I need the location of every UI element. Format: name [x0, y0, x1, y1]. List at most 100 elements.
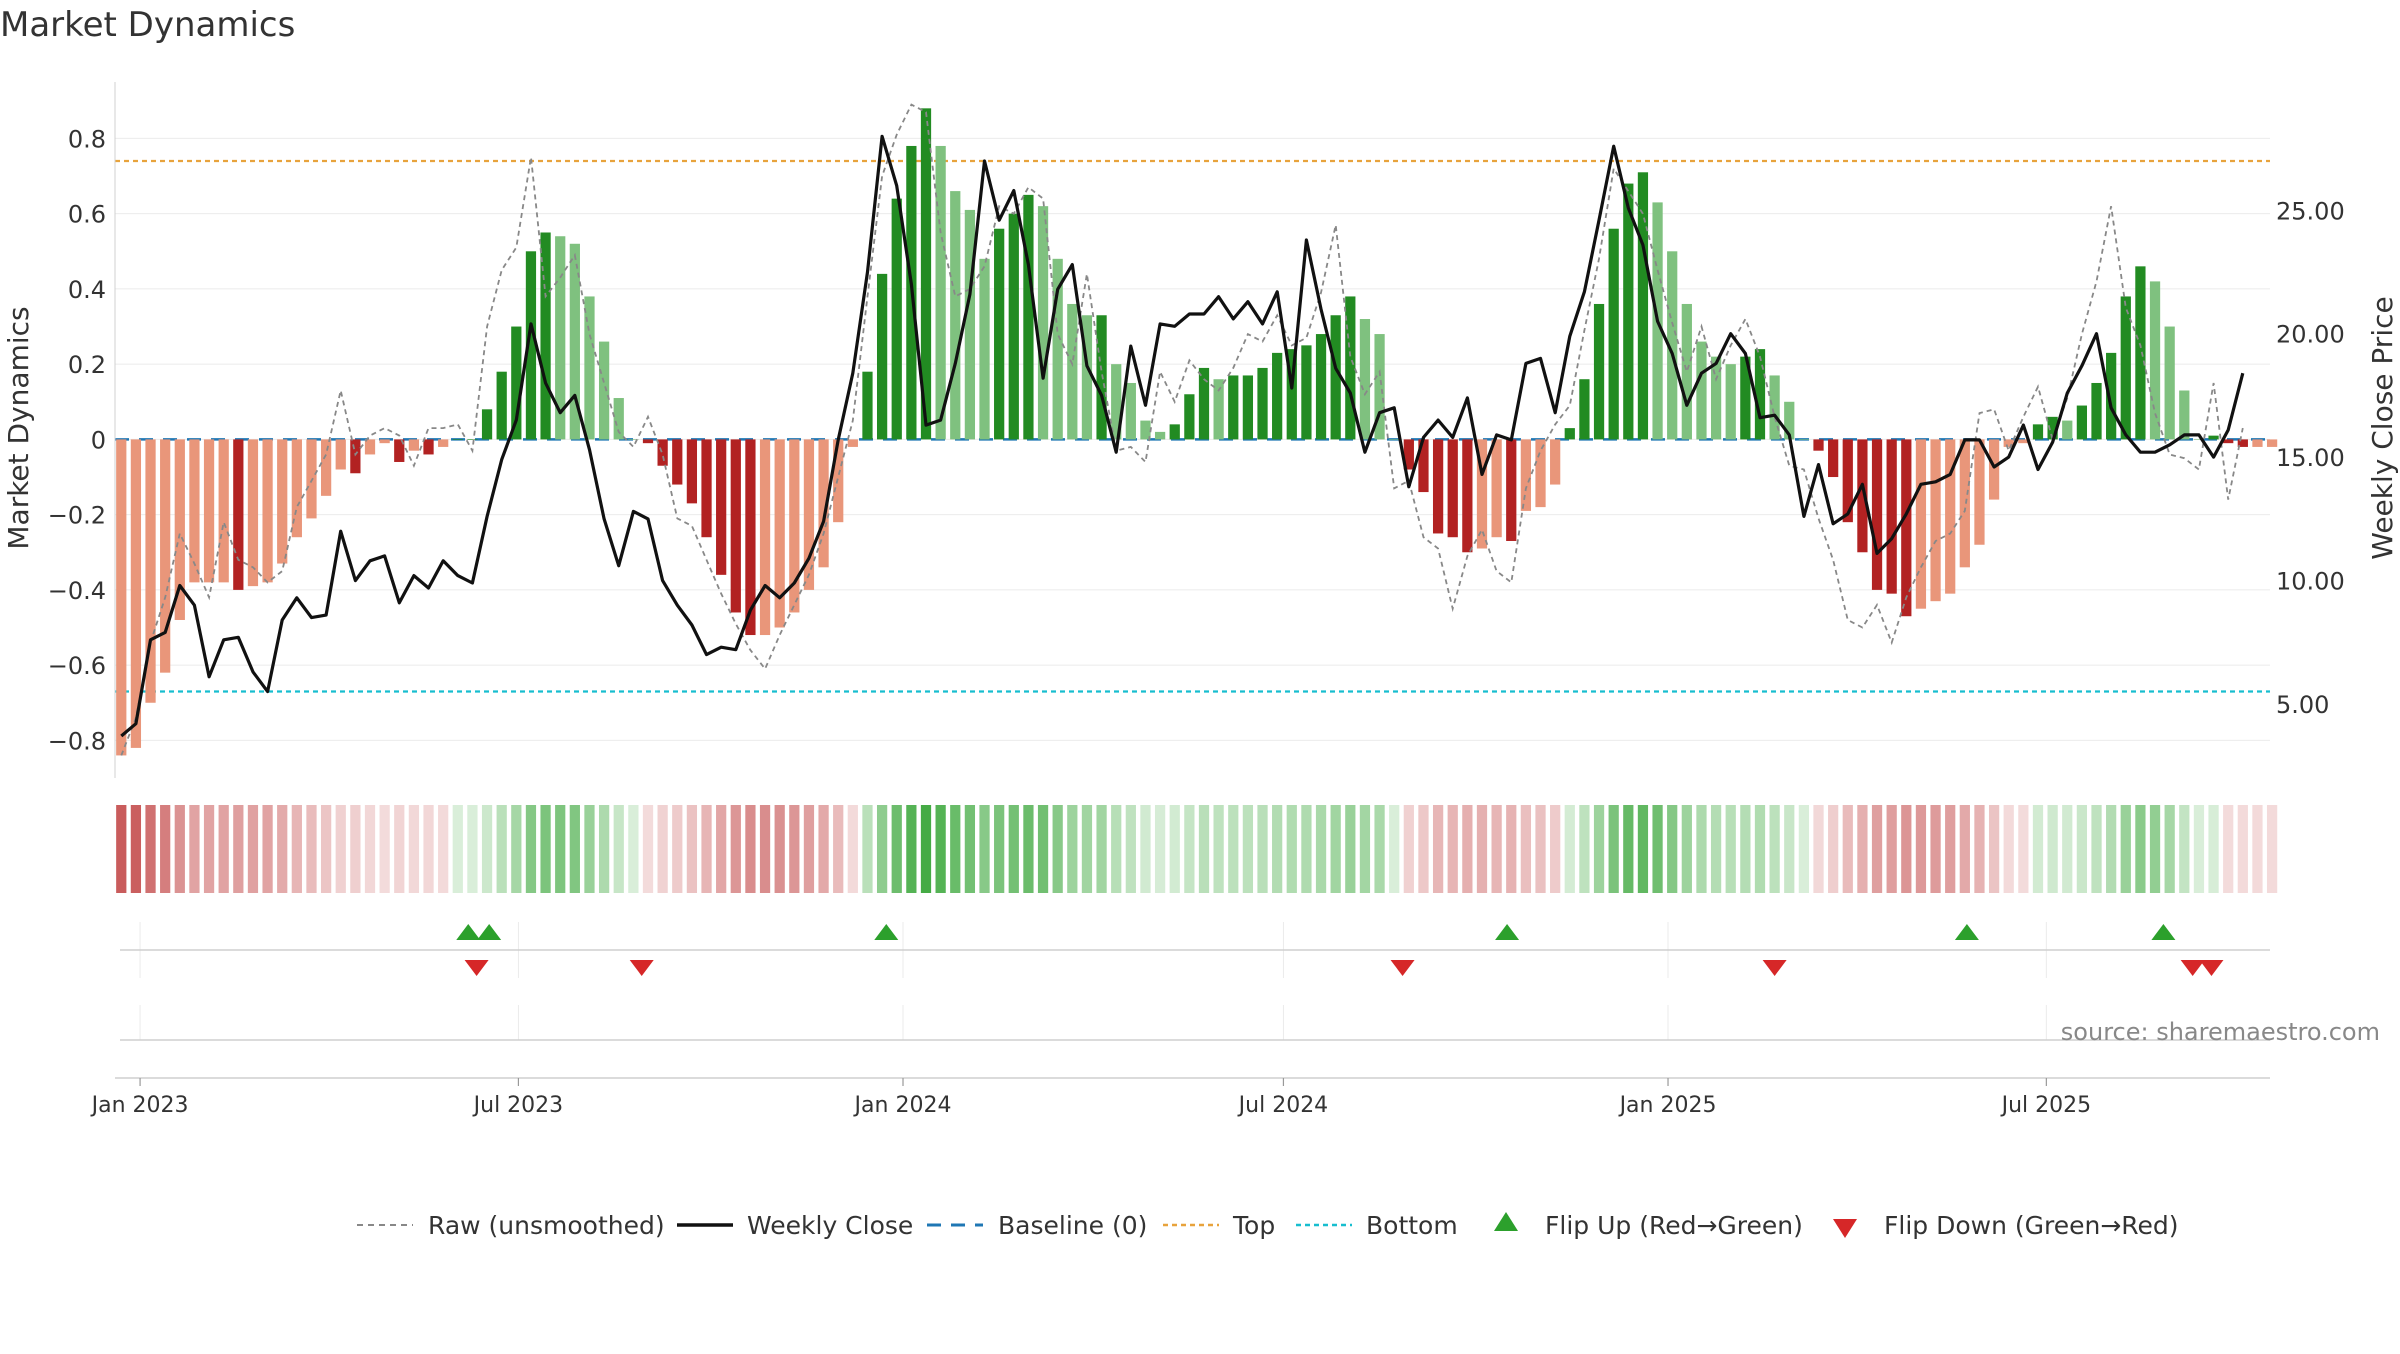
regime-cell [496, 805, 507, 893]
regime-cell [1081, 805, 1093, 893]
regime-cell [1740, 805, 1751, 893]
dynamics-bar [2223, 439, 2234, 444]
regime-cell [1593, 805, 1605, 893]
regime-cell [423, 805, 434, 893]
regime-cell [2266, 805, 2278, 893]
regime-cell [160, 805, 171, 893]
regime-cell [467, 805, 478, 893]
regime-cell [1418, 805, 1429, 893]
dynamics-bar [1667, 251, 1678, 440]
dynamics-bar [686, 439, 698, 504]
regime-cell [657, 805, 668, 893]
dynamics-bar [1579, 379, 1590, 440]
flip-down-marker [629, 960, 654, 976]
dynamics-bar [1228, 375, 1239, 440]
regime-cell [2047, 805, 2058, 893]
regime-cell [1169, 805, 1180, 893]
regime-cell [174, 805, 185, 893]
dynamics-bar [1374, 334, 1385, 440]
dynamics-bar [160, 439, 171, 673]
regime-cell [350, 805, 361, 893]
dynamics-bar [1593, 303, 1605, 440]
dynamics-bar [1520, 439, 1532, 511]
regime-cell [1988, 805, 2000, 893]
dynamics-bar [1315, 334, 1327, 440]
regime-cell [1974, 805, 1985, 893]
regime-cell [891, 805, 902, 893]
flip-down-marker [2180, 960, 2205, 976]
regime-cell [1403, 805, 1414, 893]
regime-cell [1432, 805, 1444, 893]
regime-cell [2164, 805, 2175, 893]
regime-cell [994, 805, 1005, 893]
dynamics-bar [2252, 439, 2263, 447]
dynamics-bar [1418, 439, 1429, 493]
legend-raw: Raw (unsmoothed) [357, 1211, 665, 1240]
dynamics-bar [1740, 356, 1751, 440]
regime-cell [1520, 805, 1532, 893]
regime-cell [189, 805, 200, 893]
regime-cell [979, 805, 990, 893]
weekly-close-series [120, 134, 2245, 738]
dynamics-bar [1067, 303, 1078, 440]
dynamics-bar [642, 439, 654, 444]
regime-cell [2120, 805, 2131, 893]
dynamics-bar [1154, 431, 1166, 440]
regime-cell [1111, 805, 1122, 893]
regime-cell [876, 805, 888, 893]
dynamics-bar [847, 439, 858, 447]
dynamics-bar [1769, 375, 1780, 440]
dynamics-bar [496, 371, 507, 440]
regime-cell [262, 805, 273, 893]
regime-cell [1052, 805, 1063, 893]
regime-cell [1886, 805, 1897, 893]
legend: Raw (unsmoothed) Weekly Close Baseline (… [357, 1211, 2179, 1240]
dynamics-bar [320, 439, 332, 496]
regime-cell [1945, 805, 1956, 893]
regime-cell [1154, 805, 1166, 893]
regime-cell [2003, 805, 2014, 893]
dynamics-bar [657, 439, 668, 466]
regime-cell [555, 805, 566, 893]
regime-cell [2208, 805, 2219, 893]
dynamics-bar [1462, 439, 1473, 553]
dynamics-bar [1754, 349, 1766, 440]
regime-strip [116, 805, 2278, 893]
dynamics-bar [950, 191, 961, 440]
dynamics-bar [920, 108, 932, 440]
dynamics-bar [555, 236, 566, 440]
y-tick-label: 0.4 [68, 276, 106, 304]
weekly-close-line [120, 134, 2245, 738]
dynamics-bar [1052, 258, 1063, 440]
dynamics-bar [2047, 416, 2058, 440]
dynamics-bar [1330, 315, 1341, 440]
dynamics-bar [672, 439, 683, 485]
flip-down-marker [1762, 960, 1787, 976]
dynamics-bar [394, 439, 405, 462]
regime-cell [2062, 805, 2073, 893]
flip-up-marker [477, 924, 502, 940]
regime-cell [818, 805, 829, 893]
regime-cell [408, 805, 420, 893]
regime-cell [1345, 805, 1356, 893]
flip-up-marker [1954, 924, 1979, 940]
dynamics-bar [1491, 439, 1502, 538]
regime-cell [2237, 805, 2248, 893]
regime-cell [1359, 805, 1371, 893]
y-tick-label: −0.2 [48, 502, 106, 530]
regime-cell [1769, 805, 1780, 893]
dynamics-bar [979, 258, 990, 440]
dynamics-bars [116, 108, 2278, 756]
y2-tick-label: 25.00 [2276, 197, 2345, 225]
dynamics-bar [452, 439, 463, 441]
regime-cell [1842, 805, 1853, 893]
y-tick-label: 0.6 [68, 201, 106, 229]
dynamics-bar [1681, 303, 1692, 440]
dynamics-bar [1813, 439, 1824, 451]
regime-cell [1608, 805, 1619, 893]
dynamics-bar [1710, 356, 1722, 440]
regime-cell [1389, 805, 1400, 893]
regime-cell [598, 805, 610, 893]
regime-cell [745, 805, 756, 893]
regime-cell [2032, 805, 2044, 893]
